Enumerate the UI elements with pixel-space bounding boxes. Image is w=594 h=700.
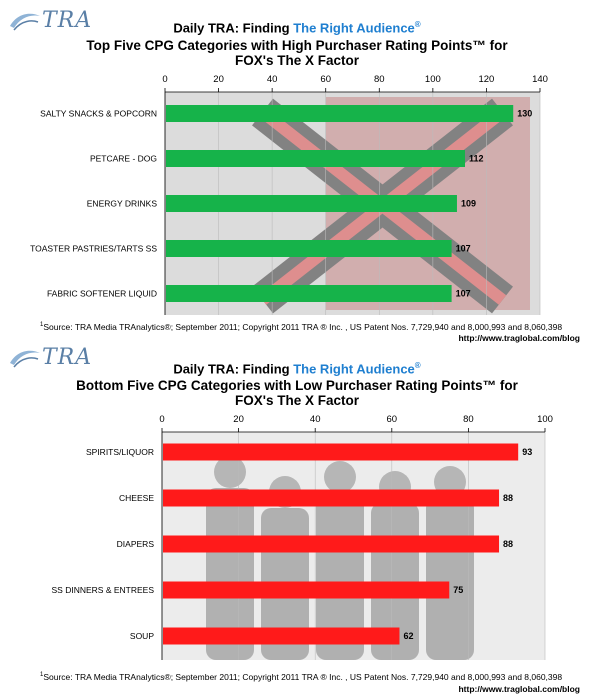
- source-url: http://www.traglobal.com/blog: [458, 333, 580, 343]
- bottom-panel: TRA Daily TRA: Finding The Right Audienc…: [0, 345, 594, 700]
- logo-text: TRA: [42, 8, 93, 33]
- data-label: 88: [503, 539, 513, 549]
- category-label: PETCARE - DOG: [90, 154, 157, 164]
- bar: [163, 443, 519, 461]
- source-url: http://www.traglobal.com/blog: [458, 684, 580, 694]
- data-label: 93: [522, 447, 532, 457]
- judge-body: [316, 493, 364, 660]
- data-label: 112: [469, 154, 484, 164]
- bar: [166, 285, 452, 302]
- bar: [163, 489, 500, 507]
- category-label: SS DINNERS & ENTREES: [52, 585, 155, 595]
- data-label: 107: [456, 289, 471, 299]
- footnote: 1Source: TRA Media TRAnalytics®; Septemb…: [40, 322, 563, 332]
- tick-label: 100: [425, 74, 441, 85]
- tick-label: 40: [267, 74, 278, 85]
- data-label: 62: [403, 631, 413, 641]
- category-label: SOUP: [130, 631, 154, 641]
- data-label: 88: [503, 493, 513, 503]
- category-label: DIAPERS: [117, 539, 155, 549]
- tick-label: 120: [478, 74, 494, 85]
- chart-bottom: 0 20 40 60 80 100 SPIRITS/LIQUOR 93 CHEESE 88 DIAP…: [52, 414, 553, 660]
- category-label: ENERGY DRINKS: [87, 199, 158, 209]
- category-label: TOASTER PASTRIES/TARTS SS: [30, 244, 157, 254]
- swoosh-icon: [10, 350, 40, 368]
- chart-title-line3: FOX's The X Factor: [235, 393, 359, 408]
- data-label: 109: [461, 199, 476, 209]
- data-label: 130: [517, 109, 532, 119]
- logo-text: TRA: [42, 345, 93, 370]
- tick-label: 100: [537, 414, 553, 425]
- data-label: 75: [453, 585, 463, 595]
- judge-body: [426, 498, 474, 660]
- tick-label: 60: [387, 414, 398, 425]
- judge-head: [324, 461, 356, 493]
- tick-label: 20: [213, 74, 224, 85]
- footnote: 1Source: TRA Media TRAnalytics®; Septemb…: [40, 672, 563, 682]
- bar: [163, 581, 450, 599]
- tick-label: 40: [310, 414, 321, 425]
- tick-label: 140: [532, 74, 548, 85]
- tick-label: 0: [162, 74, 167, 85]
- bar: [166, 240, 452, 257]
- tick-label: 80: [374, 74, 385, 85]
- bar: [166, 105, 514, 122]
- chart-title-line1: Daily TRA: Finding The Right Audience®: [173, 20, 421, 36]
- bar: [163, 535, 500, 553]
- chart-top: 0 20 40 60 80 100 120 140 SALTY SNACKS & POPCORN…: [30, 74, 548, 315]
- top-panel: TRA Daily TRA: Finding The Right Audienc…: [0, 0, 594, 345]
- tick-label: 80: [463, 414, 474, 425]
- category-label: FABRIC SOFTENER LIQUID: [47, 289, 157, 299]
- bar: [163, 627, 400, 645]
- tick-label: 0: [159, 414, 164, 425]
- data-label: 107: [456, 244, 471, 254]
- chart-title-line2: Top Five CPG Categories with High Purcha…: [86, 38, 508, 53]
- chart-title-line3: FOX's The X Factor: [235, 53, 359, 68]
- tick-label: 60: [320, 74, 331, 85]
- chart-title-line2: Bottom Five CPG Categories with Low Purc…: [76, 378, 518, 393]
- category-label: SALTY SNACKS & POPCORN: [40, 109, 157, 119]
- category-label: CHEESE: [119, 493, 154, 503]
- judge-head: [214, 456, 246, 488]
- swoosh-icon: [10, 13, 40, 31]
- bar: [166, 195, 457, 212]
- chart-title-line1: Daily TRA: Finding The Right Audience®: [173, 361, 421, 377]
- judge-body: [206, 488, 254, 660]
- tick-label: 20: [233, 414, 244, 425]
- bar: [166, 150, 465, 167]
- category-label: SPIRITS/LIQUOR: [86, 447, 154, 457]
